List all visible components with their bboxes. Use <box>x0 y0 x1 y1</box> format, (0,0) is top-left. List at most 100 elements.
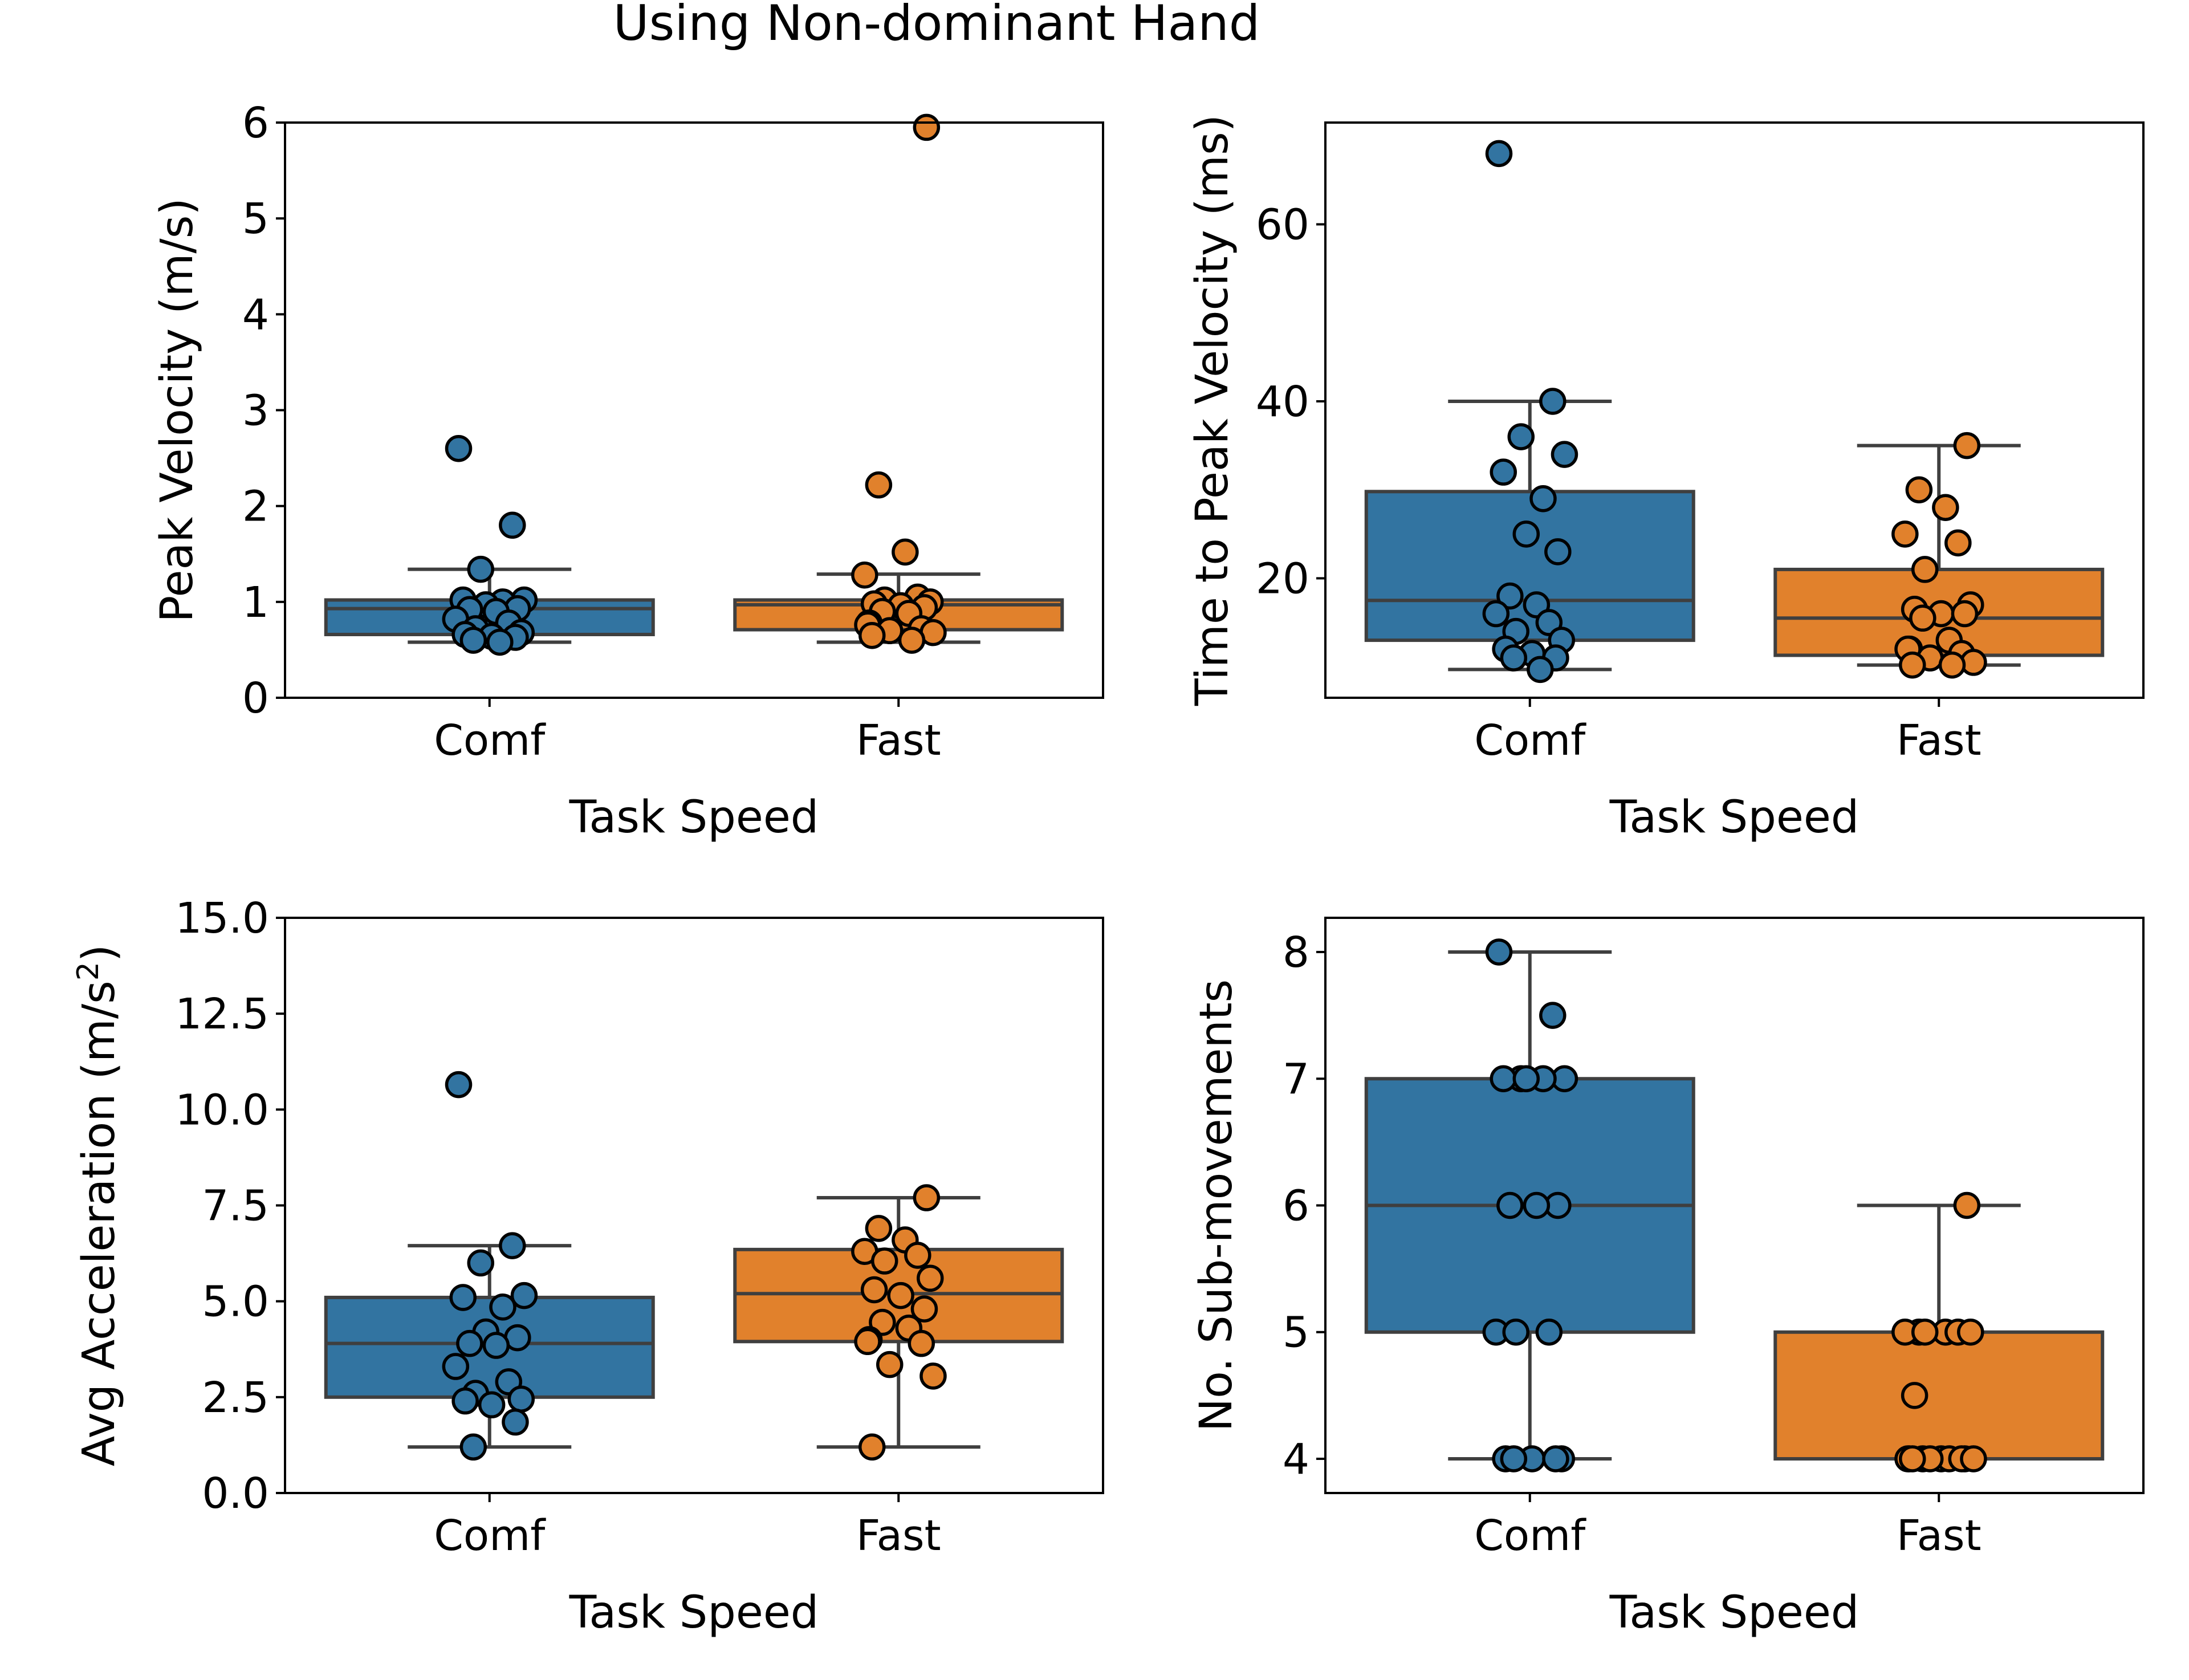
data-point-comf <box>442 1353 470 1380</box>
data-point-fast <box>919 1362 947 1390</box>
y-tick-label: 10.0 <box>175 1085 269 1134</box>
panel-peak-velocity: Comf Fast 0 1 2 3 4 5 6 Task Speed Peak Velocity… <box>152 99 1104 843</box>
data-point-fast <box>1957 1318 1984 1346</box>
y-tick-label: 7 <box>1283 1055 1309 1104</box>
data-point-comf <box>1539 388 1567 415</box>
x-tick-label: Comf <box>434 1511 546 1560</box>
y-axis-label: Peak Velocity (m/s) <box>152 198 203 623</box>
data-point-comf <box>1527 656 1554 684</box>
data-point-fast <box>1899 651 1926 679</box>
data-point-fast <box>1953 432 1981 459</box>
y-tick-label: 7.5 <box>202 1182 269 1231</box>
data-point-comf <box>449 1284 477 1311</box>
data-point-fast <box>892 538 919 566</box>
figure-title: Using Non-dominant Hand <box>613 0 1260 52</box>
data-point-fast <box>1953 1191 1981 1219</box>
data-point-comf <box>502 1408 529 1436</box>
y-axis-label: No. Sub-movements <box>1191 979 1242 1431</box>
data-point-comf <box>1490 1065 1517 1093</box>
y-tick-label: 2.5 <box>202 1373 269 1422</box>
data-point-fast <box>898 627 926 654</box>
x-axis-label: Task Speed <box>1609 1587 1860 1638</box>
data-point-comf <box>1512 1065 1540 1093</box>
data-point-comf <box>1496 582 1524 610</box>
data-point-fast <box>1932 494 1959 522</box>
box-comf <box>1364 490 1695 642</box>
box-fast <box>733 1247 1064 1344</box>
data-point-fast <box>865 471 893 499</box>
y-tick-label: 4 <box>1283 1435 1309 1484</box>
y-tick-label: 20 <box>1256 554 1309 603</box>
data-point-comf <box>482 1332 510 1359</box>
data-point-comf <box>1529 485 1557 512</box>
x-axis-label: Task Speed <box>569 792 819 843</box>
data-point-comf <box>1544 538 1572 566</box>
data-point-comf <box>1535 1318 1563 1346</box>
data-point-fast <box>858 621 886 649</box>
data-point-fast <box>1951 600 1979 628</box>
x-tick-label: Fast <box>856 716 941 765</box>
y-tick-label: 4 <box>242 290 269 339</box>
data-point-comf <box>1500 1445 1528 1472</box>
data-point-comf <box>1500 644 1528 672</box>
data-point-comf <box>445 1071 473 1099</box>
data-point-fast <box>1911 556 1939 583</box>
y-tick-label: 60 <box>1256 201 1309 250</box>
data-point-fast <box>1944 529 1972 557</box>
data-point-comf <box>478 1391 506 1419</box>
data-point-comf <box>1490 458 1517 486</box>
x-tick-label: Fast <box>1897 1511 1982 1560</box>
y-tick-label: 2 <box>242 482 269 531</box>
data-point-comf <box>1539 1002 1567 1029</box>
data-point-comf <box>1542 1445 1569 1472</box>
data-point-fast <box>913 113 941 141</box>
data-point-fast <box>860 1276 888 1304</box>
data-point-fast <box>904 1242 931 1269</box>
axes-frame <box>1324 121 2145 699</box>
panel-time-to-peak-velocity: Comf Fast 20 40 60 Task Speed Time to Peak V… <box>1187 115 2145 843</box>
data-point-comf <box>1507 423 1535 450</box>
y-tick-label: 5 <box>242 194 269 243</box>
y-tick-label: 0 <box>242 674 269 723</box>
y-axis-label: Avg Acceleration (m/s2) <box>71 945 125 1467</box>
data-point-fast <box>854 1328 881 1356</box>
x-tick-label: Comf <box>1474 1511 1586 1560</box>
panel-avg-acceleration: Comf Fast 0.0 2.5 5.0 7.5 10.0 12.5 15.0 Task Sp… <box>71 894 1104 1638</box>
data-point-comf <box>499 1232 526 1259</box>
data-point-fast <box>1891 520 1919 548</box>
x-tick-label: Fast <box>1897 716 1982 765</box>
data-point-fast <box>1899 1445 1926 1472</box>
data-point-fast <box>1901 1382 1928 1409</box>
y-tick-label: 0.0 <box>202 1469 269 1518</box>
axes-frame <box>284 917 1104 1494</box>
data-point-fast <box>876 1350 904 1378</box>
data-point-comf <box>456 1329 483 1357</box>
y-tick-label: 40 <box>1256 377 1309 426</box>
data-point-fast <box>870 1247 898 1275</box>
data-point-fast <box>913 1184 941 1211</box>
x-axis-label: Task Speed <box>569 1587 819 1638</box>
data-point-comf <box>1482 600 1510 628</box>
box-fast <box>1773 1330 2105 1461</box>
data-point-comf <box>467 1249 495 1277</box>
data-point-comf <box>510 1282 538 1309</box>
y-tick-label: 15.0 <box>175 894 269 943</box>
data-point-fast <box>910 1295 938 1323</box>
data-point-comf <box>486 628 514 656</box>
x-axis-label: Task Speed <box>1609 792 1860 843</box>
x-tick-label: Fast <box>856 1511 941 1560</box>
y-axis-label: Time to Peak Velocity (ms) <box>1187 115 1238 706</box>
data-point-comf <box>445 435 473 462</box>
data-point-fast <box>1909 604 1936 632</box>
data-point-comf <box>1502 1318 1529 1346</box>
data-point-fast <box>887 1282 914 1309</box>
data-point-fast <box>865 1215 893 1242</box>
y-tick-label: 1 <box>242 578 269 627</box>
data-point-comf <box>489 1293 516 1321</box>
data-point-fast <box>1938 651 1966 679</box>
data-point-comf <box>507 1385 535 1413</box>
data-point-comf <box>1485 140 1513 168</box>
y-tick-label: 3 <box>242 387 269 436</box>
data-point-fast <box>917 1264 944 1292</box>
